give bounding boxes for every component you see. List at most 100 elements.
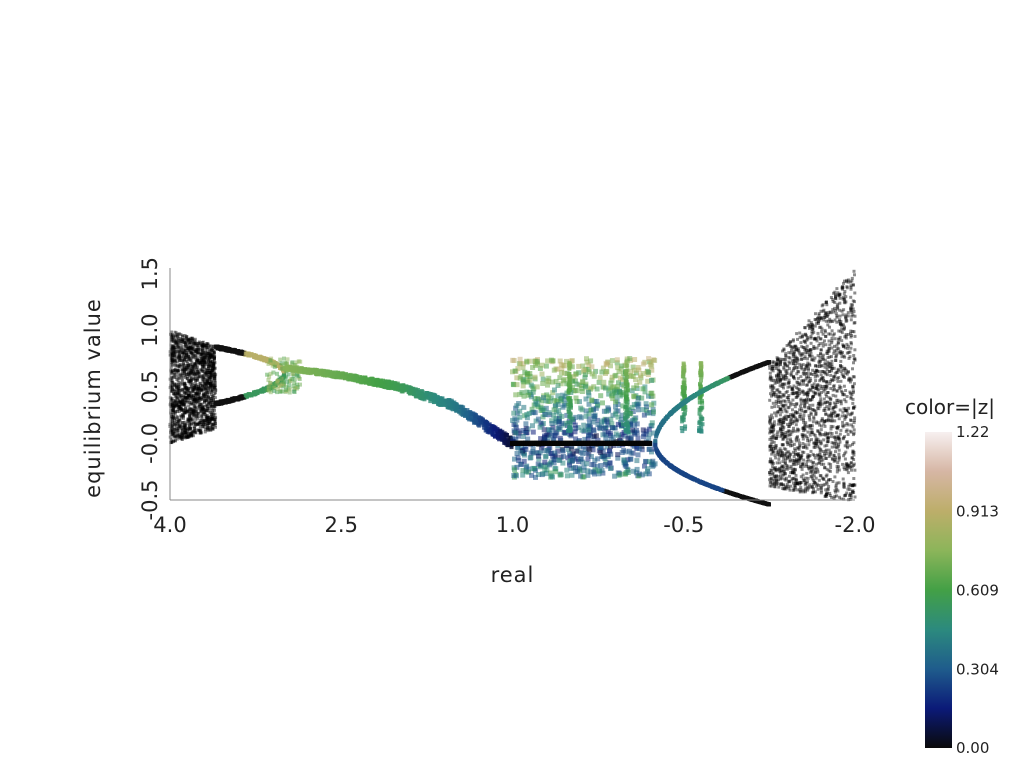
band-point bbox=[574, 381, 580, 387]
chaos-point-left bbox=[175, 420, 179, 424]
band-point bbox=[551, 407, 557, 413]
period-two-point bbox=[237, 351, 242, 356]
chaos-point-left bbox=[191, 410, 195, 414]
chaos-point-left bbox=[205, 379, 209, 383]
chaos-point-left bbox=[183, 369, 187, 373]
band-point bbox=[541, 407, 547, 413]
chaos-point-left bbox=[169, 343, 173, 347]
chaos-point-left bbox=[198, 390, 202, 394]
chaos-point-left bbox=[186, 395, 190, 399]
chaos-point-left bbox=[205, 357, 209, 361]
band-point bbox=[586, 427, 592, 433]
chaos-point-left bbox=[170, 370, 174, 374]
band-point bbox=[646, 369, 652, 375]
fixed-point bbox=[370, 378, 375, 382]
chaos-point-left bbox=[200, 402, 204, 406]
chaos-point-left bbox=[198, 405, 201, 409]
chaos-point-left bbox=[193, 430, 197, 434]
chaos-point-left bbox=[193, 421, 197, 424]
chaos-point-left bbox=[192, 367, 196, 371]
chaos-point-left bbox=[191, 413, 195, 417]
chaos-point-left bbox=[182, 411, 186, 415]
chaos-point-left bbox=[189, 402, 193, 406]
chaos-point-left bbox=[212, 412, 216, 416]
chaos-point-left bbox=[211, 376, 215, 380]
band-point bbox=[548, 357, 554, 363]
chaos-point-left bbox=[204, 346, 208, 350]
chaos-point-left bbox=[212, 371, 216, 375]
chaos-point-left bbox=[197, 388, 201, 392]
chaos-point-left bbox=[185, 387, 188, 391]
chaos-point-left bbox=[214, 425, 217, 429]
chaos-point-left bbox=[189, 336, 193, 340]
chaos-point-left bbox=[206, 419, 210, 422]
cluster-point bbox=[284, 374, 289, 379]
chaos-point-left bbox=[212, 354, 216, 358]
period-two-point bbox=[218, 345, 223, 350]
band-point bbox=[650, 393, 656, 399]
band-point bbox=[578, 415, 584, 421]
band-point bbox=[537, 424, 543, 430]
chaos-point-left bbox=[211, 365, 214, 369]
chaos-point-left bbox=[176, 345, 180, 349]
chaos-point-left bbox=[193, 426, 196, 430]
chaos-point-left bbox=[171, 408, 175, 412]
fixed-point bbox=[399, 385, 403, 390]
band-point bbox=[601, 426, 607, 431]
chaos-point-left bbox=[171, 432, 174, 436]
period-two-point bbox=[221, 347, 226, 352]
chaos-point-left bbox=[188, 414, 192, 418]
fixed-point bbox=[374, 377, 379, 382]
chaos-point-left bbox=[169, 404, 173, 408]
chaos-point-left bbox=[183, 391, 187, 395]
chaos-point-left bbox=[207, 409, 211, 413]
cluster-point bbox=[275, 390, 280, 395]
chaos-point-left bbox=[183, 340, 186, 344]
chaos-point-left bbox=[196, 397, 200, 400]
chaos-point-left bbox=[192, 387, 196, 391]
chaos-point-left bbox=[207, 375, 211, 379]
chaos-point-left bbox=[212, 397, 215, 401]
chaos-point-left bbox=[170, 429, 174, 433]
chaos-point-left bbox=[182, 435, 186, 439]
chaos-point-left bbox=[196, 422, 200, 426]
chaos-point-left bbox=[194, 349, 198, 353]
chaos-point-left bbox=[173, 359, 177, 363]
chaos-point-left bbox=[203, 354, 207, 358]
chaos-point-left bbox=[169, 369, 173, 373]
chaos-point-left bbox=[202, 410, 206, 414]
chaos-point-left bbox=[172, 404, 176, 408]
chaos-point-left bbox=[172, 354, 176, 357]
band-point bbox=[604, 369, 610, 375]
chaos-point-left bbox=[207, 400, 211, 404]
chaos-point-left bbox=[206, 417, 210, 421]
chaos-point-left bbox=[192, 408, 196, 412]
chaos-point-left bbox=[209, 404, 213, 408]
chaos-point-left bbox=[177, 354, 181, 358]
fixed-point bbox=[399, 389, 404, 394]
chaos-point-left bbox=[195, 414, 199, 418]
band-point bbox=[603, 385, 608, 391]
chaos-point-left bbox=[199, 406, 203, 410]
chaos-point-left bbox=[169, 412, 173, 416]
band-point bbox=[562, 370, 567, 376]
chaos-point-left bbox=[206, 424, 210, 428]
chaos-point-left bbox=[203, 373, 207, 377]
chaos-point-left bbox=[187, 363, 191, 367]
chaos-point-left bbox=[180, 387, 184, 391]
chaos-point-left bbox=[172, 384, 176, 388]
chaos-point-left bbox=[180, 437, 184, 441]
chaos-point-left bbox=[188, 421, 192, 425]
chaos-point-left bbox=[170, 346, 174, 350]
chaos-point-left bbox=[191, 411, 195, 414]
chaos-point-left bbox=[212, 356, 216, 360]
chaos-point-left bbox=[204, 344, 208, 348]
chaos-point-left bbox=[186, 347, 190, 351]
chaos-point-left bbox=[196, 351, 199, 355]
chaos-point-left bbox=[193, 417, 197, 421]
chaos-point-left bbox=[193, 342, 197, 345]
band-point bbox=[594, 386, 600, 392]
chaos-point-left bbox=[170, 351, 174, 355]
chaos-point-left bbox=[179, 395, 183, 399]
band-point bbox=[641, 412, 647, 418]
